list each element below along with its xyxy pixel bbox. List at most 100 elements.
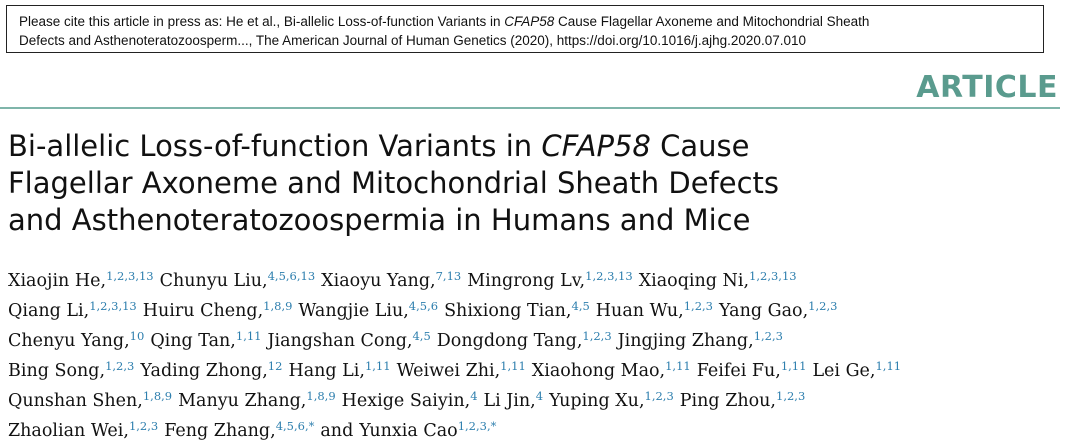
author-entry: Jiangshan Cong,4,5 (267, 329, 431, 351)
author-entry: Manyu Zhang,1,8,9 (178, 389, 336, 411)
affiliation-link[interactable]: 1,2,3 (105, 359, 135, 373)
title-line2: Flagellar Axoneme and Mitochondrial Shea… (8, 166, 780, 200)
author-name: Shixiong Tian, (444, 301, 572, 321)
author-entry: Yuping Xu,1,2,3 (549, 389, 674, 411)
author-entry: Xiaohong Mao,1,11 (531, 359, 691, 381)
author-name: Jingjing Zhang, (617, 331, 754, 351)
author-entry: Shixiong Tian,4,5 (444, 299, 590, 321)
header-rule (0, 107, 1060, 109)
author-name: Hexige Saiyin, (341, 391, 471, 411)
affiliation-link[interactable]: 4,5 (412, 329, 431, 343)
affiliation-link[interactable]: 1,2,3,13 (585, 269, 633, 283)
affiliation-link[interactable]: 12 (267, 359, 283, 373)
author-name: Jiangshan Cong, (267, 331, 413, 351)
author-entry: Lei Ge,1,11 (812, 359, 902, 381)
author-entry: Yang Gao,1,2,3 (718, 299, 838, 321)
author-line: Bing Song,1,2,3 Yading Zhong,12 Hang Li,1,… (8, 354, 1078, 384)
author-entry: Qiang Li,1,2,3,13 (8, 299, 137, 321)
author-entry: Xiaojin He,1,2,3,13 (8, 269, 154, 291)
author-name: Li Jin, (483, 391, 536, 411)
affiliation-link[interactable]: 1,2,3,13 (749, 269, 797, 283)
affiliation-link[interactable]: 1,2,3 (582, 329, 612, 343)
author-entry: Yading Zhong,12 (140, 359, 283, 381)
affiliation-link[interactable]: 1,2,3,13 (89, 299, 137, 313)
affiliation-link[interactable]: 1,2,3 (644, 389, 674, 403)
author-name: Huan Wu, (595, 301, 684, 321)
author-list: Xiaojin He,1,2,3,13 Chunyu Liu,4,5,6,13 Xi… (8, 264, 1078, 444)
affiliation-link[interactable]: 4,5,6,13 (267, 269, 316, 283)
author-entry: Wangjie Liu,4,5,6 (298, 299, 439, 321)
author-name: Xiaojin He, (8, 271, 107, 291)
author-name: Chunyu Liu, (159, 271, 268, 291)
affiliation-link[interactable]: 1,11 (875, 359, 902, 373)
affiliation-link[interactable]: 1,8,9 (263, 299, 293, 313)
author-entry: Huan Wu,1,2,3 (595, 299, 713, 321)
affiliation-link[interactable]: 4,5,6 (408, 299, 439, 313)
author-entry: Hexige Saiyin,4 (341, 389, 478, 411)
affiliation-link[interactable]: 4 (535, 389, 544, 403)
affiliation-link[interactable]: 1,2,3 (753, 329, 783, 343)
title-gene: CFAP58 (541, 129, 651, 163)
affiliation-link[interactable]: 4,5,6,* (275, 419, 315, 433)
author-entry: Zhaolian Wei,1,2,3 (8, 419, 159, 441)
author-name: Weiwei Zhi, (396, 361, 501, 381)
affiliation-link[interactable]: 1,2,3 (776, 389, 806, 403)
affiliation-link[interactable]: 1,2,3 (683, 299, 713, 313)
author-name: Xiaohong Mao, (531, 361, 666, 381)
affiliation-link[interactable]: 1,2,3 (808, 299, 838, 313)
author-name: Wangjie Liu, (298, 301, 409, 321)
citation-lead: Please cite this article in press as: He… (19, 14, 505, 29)
author-name: Lei Ge, (812, 361, 876, 381)
author-line: Chenyu Yang,10 Qing Tan,1,11 Jiangshan Con… (8, 324, 1078, 354)
author-entry: Xiaoqing Ni,1,2,3,13 (638, 269, 797, 291)
citation-gene: CFAP58 (504, 14, 555, 29)
author-entry: Jingjing Zhang,1,2,3 (617, 329, 783, 351)
author-entry: Qunshan Shen,1,8,9 (8, 389, 173, 411)
author-name: Yading Zhong, (140, 361, 268, 381)
affiliation-link[interactable]: 4,5 (571, 299, 590, 313)
affiliation-link[interactable]: 1,11 (665, 359, 691, 373)
affiliation-link[interactable]: 1,11 (500, 359, 526, 373)
author-name: Qing Tan, (150, 331, 236, 351)
author-entry: Hang Li,1,11 (288, 359, 391, 381)
affiliation-link[interactable]: 1,8,9 (306, 389, 336, 403)
affiliation-link[interactable]: 1,2,3,* (457, 419, 497, 433)
author-entry: Chenyu Yang,10 (8, 329, 145, 351)
author-name: Bing Song, (8, 361, 106, 381)
author-entry: Dongdong Tang,1,2,3 (437, 329, 612, 351)
affiliation-link[interactable]: 1,11 (780, 359, 807, 373)
affiliation-link[interactable]: 1,2,3,13 (106, 269, 154, 283)
affiliation-link[interactable]: 1,8,9 (142, 389, 173, 403)
author-name: Hang Li, (288, 361, 365, 381)
author-line: Xiaojin He,1,2,3,13 Chunyu Liu,4,5,6,13 Xi… (8, 264, 1078, 294)
article-type-label: ARTICLE (916, 70, 1058, 105)
author-name: Feifei Fu, (696, 361, 781, 381)
author-entry: Bing Song,1,2,3 (8, 359, 135, 381)
author-name: Xiaoyu Yang, (321, 271, 436, 291)
author-name: Xiaoqing Ni, (638, 271, 750, 291)
author-name: Manyu Zhang, (178, 391, 307, 411)
affiliation-link[interactable]: 1,11 (364, 359, 391, 373)
citation-box: Please cite this article in press as: He… (6, 5, 1044, 53)
affiliation-link[interactable]: 10 (129, 329, 145, 343)
author-entry: Qing Tan,1,11 (150, 329, 262, 351)
author-name: Qiang Li, (8, 301, 90, 321)
title-line1-post: Cause (650, 129, 750, 163)
author-name: and (320, 421, 354, 441)
author-entry: Feng Zhang,4,5,6,* (164, 419, 315, 441)
title-line1-pre: Bi-allelic Loss-of-function Variants in (8, 129, 542, 163)
author-entry: Mingrong Lv,1,2,3,13 (467, 269, 633, 291)
title-line3: and Asthenoteratozoospermia in Humans an… (8, 203, 751, 237)
citation-rest: Cause Flagellar Axoneme and Mitochondria… (554, 14, 870, 29)
author-name: Chenyu Yang, (8, 331, 130, 351)
author-name: Qunshan Shen, (8, 391, 143, 411)
author-name: Yang Gao, (718, 301, 809, 321)
author-entry: Feifei Fu,1,11 (696, 359, 807, 381)
affiliation-link[interactable]: 1,2,3 (128, 419, 159, 433)
affiliation-link[interactable]: 7,13 (435, 269, 462, 283)
affiliation-link[interactable]: 4 (470, 389, 478, 403)
author-entry: Ping Zhou,1,2,3 (680, 389, 806, 411)
author-line: Qiang Li,1,2,3,13 Huiru Cheng,1,8,9 Wangji… (8, 294, 1078, 324)
author-name: Yunxia Cao (359, 421, 458, 441)
affiliation-link[interactable]: 1,11 (235, 329, 262, 343)
